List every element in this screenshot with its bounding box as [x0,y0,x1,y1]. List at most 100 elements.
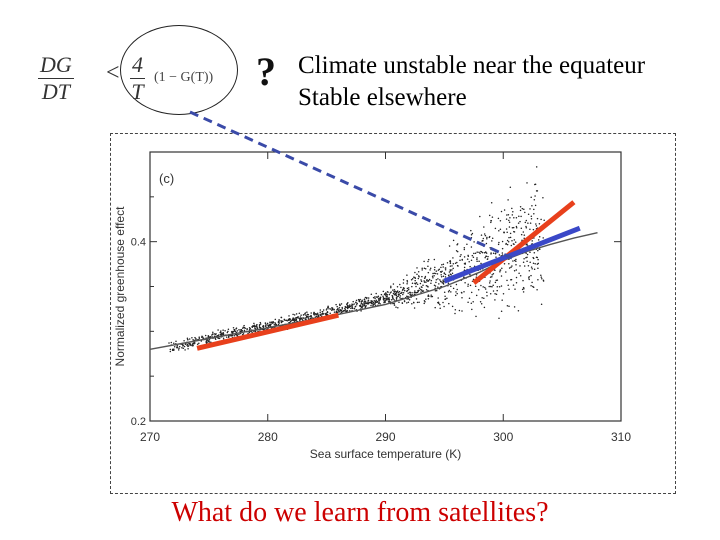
scatter-point [372,296,375,299]
scatter-point [530,217,533,220]
scatter-point [207,334,210,337]
scatter-point [469,273,471,276]
scatter-point [510,244,513,247]
scatter-point [492,290,495,292]
scatter-point [413,301,415,304]
scatter-point [390,285,392,288]
scatter-point [398,290,401,293]
scatter-point [370,304,372,307]
scatter-point [234,330,237,333]
scatter-point [515,281,518,284]
scatter-point [505,218,508,220]
scatter-point [312,313,315,315]
scatter-point [508,219,510,222]
scatter-point [397,295,400,297]
scatter-point [251,331,253,334]
scatter-point [486,291,488,293]
model-curve [149,232,598,350]
scatter-point [472,300,474,303]
scatter-point [184,349,186,351]
scatter-point [294,317,297,319]
scatter-point [540,276,543,278]
scatter-point [473,241,475,243]
scatter-point [508,267,511,269]
scatter-point [413,291,416,294]
scatter-point [502,293,505,295]
scatter-point [380,293,383,296]
scatter-point [507,284,509,287]
scatter-point [538,222,541,225]
scatter-point [392,283,395,285]
scatter-point [501,299,503,301]
scatter-point [399,296,401,299]
scatter-point [512,226,515,229]
panel-label: (c) [159,171,174,186]
scatter-point [300,314,302,316]
scatter-point [511,240,513,242]
less-than-sign: < [106,60,120,86]
scatter-point [350,307,352,310]
scatter-point [349,305,352,307]
scatter-point [226,331,229,334]
scatter-point [415,282,418,284]
scatter-point [510,266,512,268]
scatter-point [517,309,520,312]
scatter-point [508,236,510,239]
scatter-point [341,308,344,310]
scatter-point [455,249,458,252]
scatter-point [416,283,419,286]
scatter-point [220,333,223,336]
scatter-point [499,228,502,230]
scatter-point [310,312,312,314]
scatter-point [280,320,283,322]
scatter-point [475,315,477,318]
scatter-point [430,282,432,285]
scatter-point [470,259,473,262]
scatter-point [542,237,544,239]
scatter-point [407,287,410,289]
scatter-point [533,199,536,201]
scatter-point [506,239,509,242]
scatter-point [414,290,416,292]
scatter-point [459,255,461,258]
scatter-point [424,301,426,303]
scatter-point [195,338,197,340]
scatter-point [176,345,179,347]
scatter-point [498,230,500,232]
scatter-point [529,251,531,254]
scatter-point [523,234,526,236]
scatter-point [525,252,527,254]
scatter-point [307,317,310,319]
scatter-point [452,239,455,242]
scatter-point [409,291,411,293]
scatter-point [469,265,471,268]
scatter-point [494,281,497,284]
scatter-point [425,284,428,287]
scatter-point [478,260,480,263]
scatter-point [447,282,450,284]
scatter-point [379,303,381,305]
scatter-point [530,196,532,198]
scatter-point [532,257,535,260]
scatter-point [436,273,439,275]
scatter-point [315,315,318,318]
stability-statement: Climate unstable near the equateur Stabl… [298,50,645,114]
scatter-point [506,305,509,307]
scatter-point [497,243,500,246]
scatter-point [286,320,289,322]
scatter-point [295,313,298,315]
scatter-point [497,217,500,220]
scatter-point [220,332,223,335]
scatter-point [415,298,418,300]
scatter-point [372,302,375,304]
scatter-point [451,269,453,271]
scatter-point [455,283,458,286]
scatter-point [425,298,427,300]
scatter-point [537,249,539,252]
scatter-point [411,285,413,288]
scatter-point [476,258,478,261]
scatter-point [314,316,316,319]
scatter-point [355,303,358,306]
scatter-point [353,303,355,305]
scatter-point [378,299,380,301]
